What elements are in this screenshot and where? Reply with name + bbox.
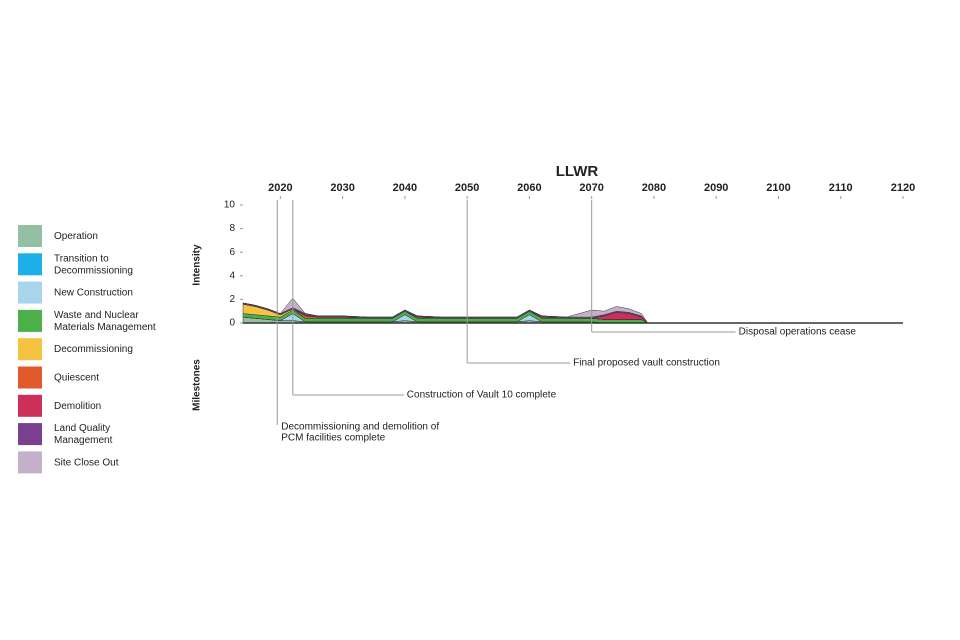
legend-label-line: Waste and Nuclear [54, 310, 139, 321]
chart-title: LLWR [556, 163, 599, 180]
y-tick-label: 0 [229, 318, 235, 329]
x-tick-label: 2020 [268, 182, 292, 194]
legend-swatch [18, 225, 42, 247]
legend-swatch [18, 338, 42, 361]
legend-label: Quiescent [54, 372, 99, 383]
y-tick-label: 4 [229, 270, 235, 281]
legend-swatch [18, 451, 42, 474]
legend-label: New Construction [54, 287, 133, 298]
legend-label-line: Decommissioning [54, 265, 133, 276]
x-tick-label: 2030 [330, 182, 354, 194]
milestone-label: Disposal operations cease [739, 327, 857, 338]
legend-swatch [18, 281, 42, 304]
legend-label: Site Close Out [54, 457, 119, 468]
legend-label-line: Management [54, 435, 113, 446]
milestone-label: Final proposed vault construction [573, 358, 720, 369]
x-tick-label: 2050 [455, 182, 479, 194]
legend-label-line: New Construction [54, 287, 133, 298]
legend-swatch [18, 253, 42, 276]
milestone-label: PCM facilities complete [281, 433, 385, 444]
legend-swatch [18, 366, 42, 389]
legend-swatch [18, 394, 42, 417]
legend-label-line: Operation [54, 231, 98, 242]
y-axis-label: Intensity [192, 244, 203, 286]
legend-label-line: Materials Management [54, 322, 156, 333]
y-tick-label: 8 [229, 223, 235, 234]
legend-swatch [18, 423, 42, 446]
legend-label-line: Land Quality [54, 423, 110, 434]
legend-label: Operation [54, 231, 98, 242]
legend-label: Waste and Nuclear Materials Management [54, 310, 156, 333]
legend-label-line: Quiescent [54, 372, 99, 383]
legend-label: Land Quality Management [54, 423, 113, 446]
legend-label: Decommissioning [54, 344, 133, 355]
milestone-label: Construction of Vault 10 complete [407, 390, 557, 401]
milestone-label: Decommissioning and demolition of [281, 422, 439, 433]
x-tick-label: 2100 [766, 182, 790, 194]
legend-label-line: Demolition [54, 400, 101, 411]
y-tick-label: 2 [229, 294, 235, 305]
x-tick-label: 2110 [829, 182, 853, 194]
legend-label: Transition to Decommissioning [54, 253, 133, 276]
legend-label-line: Transition to [54, 253, 109, 264]
y-tick-label: 10 [224, 200, 236, 211]
x-tick-label: 2080 [642, 182, 666, 194]
x-tick-label: 2060 [517, 182, 541, 194]
legend-swatch [18, 309, 42, 332]
x-tick-label: 2090 [704, 182, 728, 194]
legend-label: Demolition [54, 400, 101, 411]
x-tick-label: 2120 [891, 182, 915, 194]
legend-label-line: Decommissioning [54, 344, 133, 355]
legend-label-line: Site Close Out [54, 457, 119, 468]
y-tick-label: 6 [229, 247, 235, 258]
milestones-label: Milestones [192, 359, 203, 411]
x-tick-label: 2070 [579, 182, 603, 194]
x-tick-label: 2040 [393, 182, 417, 194]
